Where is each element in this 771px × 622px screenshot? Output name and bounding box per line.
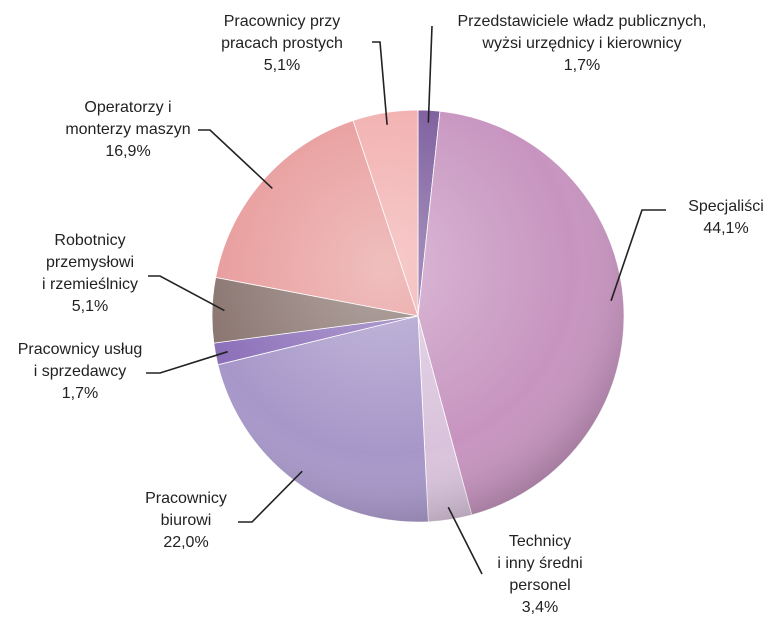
leader-line [372,41,388,125]
slice-label: Przedstawiciele władz publicznych, [458,13,707,30]
slice-label: Technicy [509,533,571,550]
slice-label: Specjaliści [688,198,764,215]
value-label: 16,9% [105,143,150,160]
slice-label: biurowi [161,512,212,529]
leader-line [198,129,273,189]
slice-label: Robotnicy [54,232,125,249]
value-label: 22,0% [163,534,208,551]
slice-label: pracach prostych [221,35,343,52]
slice-label: Pracownicy usług [18,341,143,358]
leader-line [238,470,303,523]
leader-line [148,275,225,312]
value-label: 1,7% [564,57,600,74]
value-label: 5,1% [72,298,108,315]
leader-line [610,209,666,302]
slice-label: i inny średni [497,555,582,572]
slice-label: personel [509,577,570,594]
value-label: 3,4% [522,599,558,616]
value-label: 5,1% [264,57,300,74]
slice-label: Pracownicy [145,490,227,507]
pie-shading [212,110,624,522]
value-label: 44,1% [703,220,748,237]
leader-line [146,350,228,374]
value-label: 1,7% [62,385,98,402]
slice-label: przemysłowi [46,254,134,271]
slice-label: i sprzedawcy [34,363,126,380]
slice-label: Operatorzy i [84,99,171,116]
labels: Przedstawiciele władz publicznych, wyżsi … [18,13,764,616]
slice-label: i rzemieślnicy [42,276,138,293]
slice-label: wyżsi urzędnicy i kierownicy [481,35,681,52]
slice-label: Pracownicy przy [224,13,340,30]
leader-line [447,506,483,575]
leader-line [427,25,433,123]
slice-label: monterzy maszyn [65,121,190,138]
